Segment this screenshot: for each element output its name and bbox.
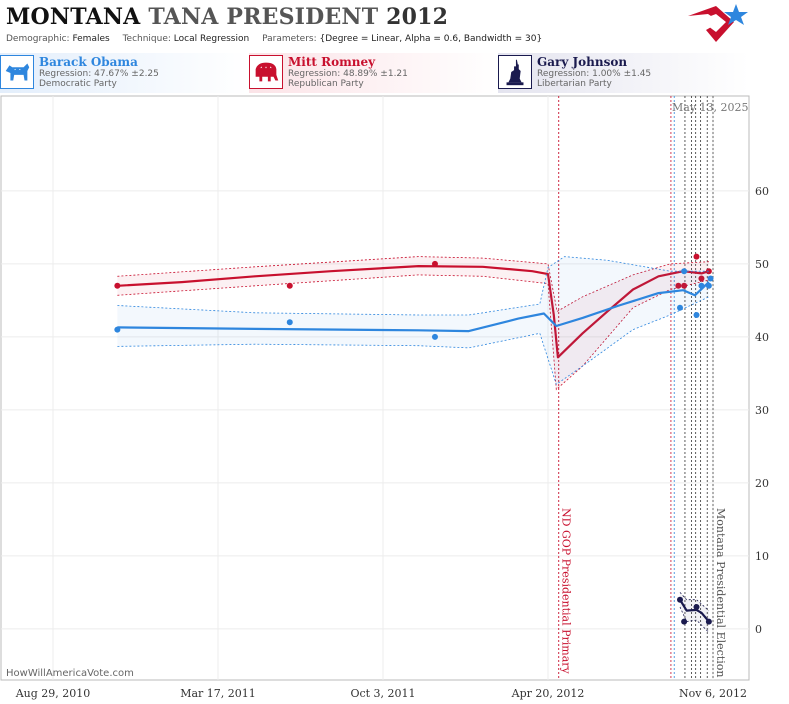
parameters-label: Parameters: (262, 34, 317, 44)
y-tick-label: 10 (755, 550, 769, 563)
poll-point (431, 260, 438, 267)
date-stamp: May 13, 2025 (672, 101, 749, 114)
parameters-value: {Degree = Linear, Alpha = 0.6, Bandwidth… (319, 34, 543, 44)
plot-area (0, 95, 750, 681)
poll-point (705, 282, 712, 289)
poll-point (693, 253, 700, 260)
candidate-card-obama[interactable]: Barack Obama Regression: 47.67% ±2.25 De… (0, 53, 248, 93)
band-lower-line (117, 274, 709, 391)
y-tick-label: 50 (755, 258, 769, 271)
candidate-party: Libertarian Party (537, 79, 612, 89)
y-tick-label: 60 (755, 185, 769, 198)
event-label: ND GOP Presidential Primary (560, 508, 573, 675)
title-state: MONTANA (6, 4, 141, 30)
x-tick-label: Oct 3, 2011 (350, 687, 415, 700)
star-logo-icon[interactable] (686, 2, 750, 48)
poll-point (286, 319, 293, 326)
band-lower-line (679, 606, 710, 633)
y-tick-label: 0 (755, 623, 762, 636)
demographic-label: Demographic: (6, 34, 70, 44)
poll-point (707, 275, 714, 282)
title-race: TANA PRESIDENT (148, 4, 379, 30)
poll-point (431, 333, 438, 340)
page-title: MONTANA TANA PRESIDENT 2012 (6, 4, 448, 30)
confidence-band (117, 256, 709, 385)
candidate-name: Barack Obama (39, 55, 138, 69)
poll-point (705, 618, 712, 625)
poll-point (693, 604, 700, 610)
series-line (117, 265, 710, 359)
poll-point (677, 596, 683, 603)
elephant-icon (249, 55, 283, 89)
poll-point (675, 282, 682, 289)
y-tick-label: 40 (755, 331, 769, 344)
poll-point (681, 282, 688, 289)
poll-point (705, 268, 712, 275)
event-label: Montana Presidential Election (714, 508, 727, 677)
series-line (117, 281, 710, 333)
poll-point (693, 312, 700, 318)
x-tick-label: Apr 20, 2012 (511, 687, 585, 700)
candidate-name: Gary Johnson (537, 55, 628, 69)
candidate-party: Democratic Party (39, 79, 117, 89)
poll-point (114, 326, 121, 333)
candidate-legend: Barack Obama Regression: 47.67% ±2.25 De… (0, 53, 749, 93)
y-tick-label: 30 (755, 404, 769, 417)
statue-of-liberty-icon (498, 55, 532, 89)
parameters-line: Demographic: Females Technique: Local Re… (6, 34, 542, 44)
candidate-regression: Regression: 48.89% ±1.21 (288, 69, 408, 79)
donkey-icon (0, 55, 34, 89)
poll-point (677, 304, 683, 311)
watermark: HowWillAmericaVote.com (6, 668, 134, 679)
demographic-value: Females (72, 34, 110, 44)
x-tick-label: Aug 29, 2010 (15, 687, 91, 700)
poll-point (698, 282, 705, 289)
x-tick-label: Nov 6, 2012 (679, 687, 747, 700)
x-tick-label: Mar 17, 2011 (180, 687, 256, 700)
band-upper-line (679, 592, 710, 611)
poll-point (681, 268, 688, 275)
confidence-band (680, 592, 709, 633)
poll-point (681, 618, 688, 625)
poll-point (286, 282, 293, 289)
title-year: 2012 (386, 4, 449, 30)
candidate-card-romney[interactable]: Mitt Romney Regression: 48.89% ±1.21 Rep… (249, 53, 497, 93)
technique-label: Technique: (122, 34, 171, 44)
poll-point (114, 282, 121, 289)
poll-point (698, 275, 705, 282)
y-tick-label: 20 (755, 477, 769, 490)
candidate-party: Republican Party (288, 79, 364, 89)
candidate-regression: Regression: 1.00% ±1.45 (537, 69, 652, 79)
confidence-band (117, 256, 709, 390)
page-header: MONTANA TANA PRESIDENT 2012 Demographic:… (0, 0, 789, 50)
candidate-regression: Regression: 47.67% ±2.25 (39, 69, 159, 79)
technique-value: Local Regression (173, 34, 250, 44)
candidate-name: Mitt Romney (288, 55, 376, 69)
candidate-card-johnson[interactable]: Gary Johnson Regression: 1.00% ±1.45 Lib… (498, 53, 749, 93)
